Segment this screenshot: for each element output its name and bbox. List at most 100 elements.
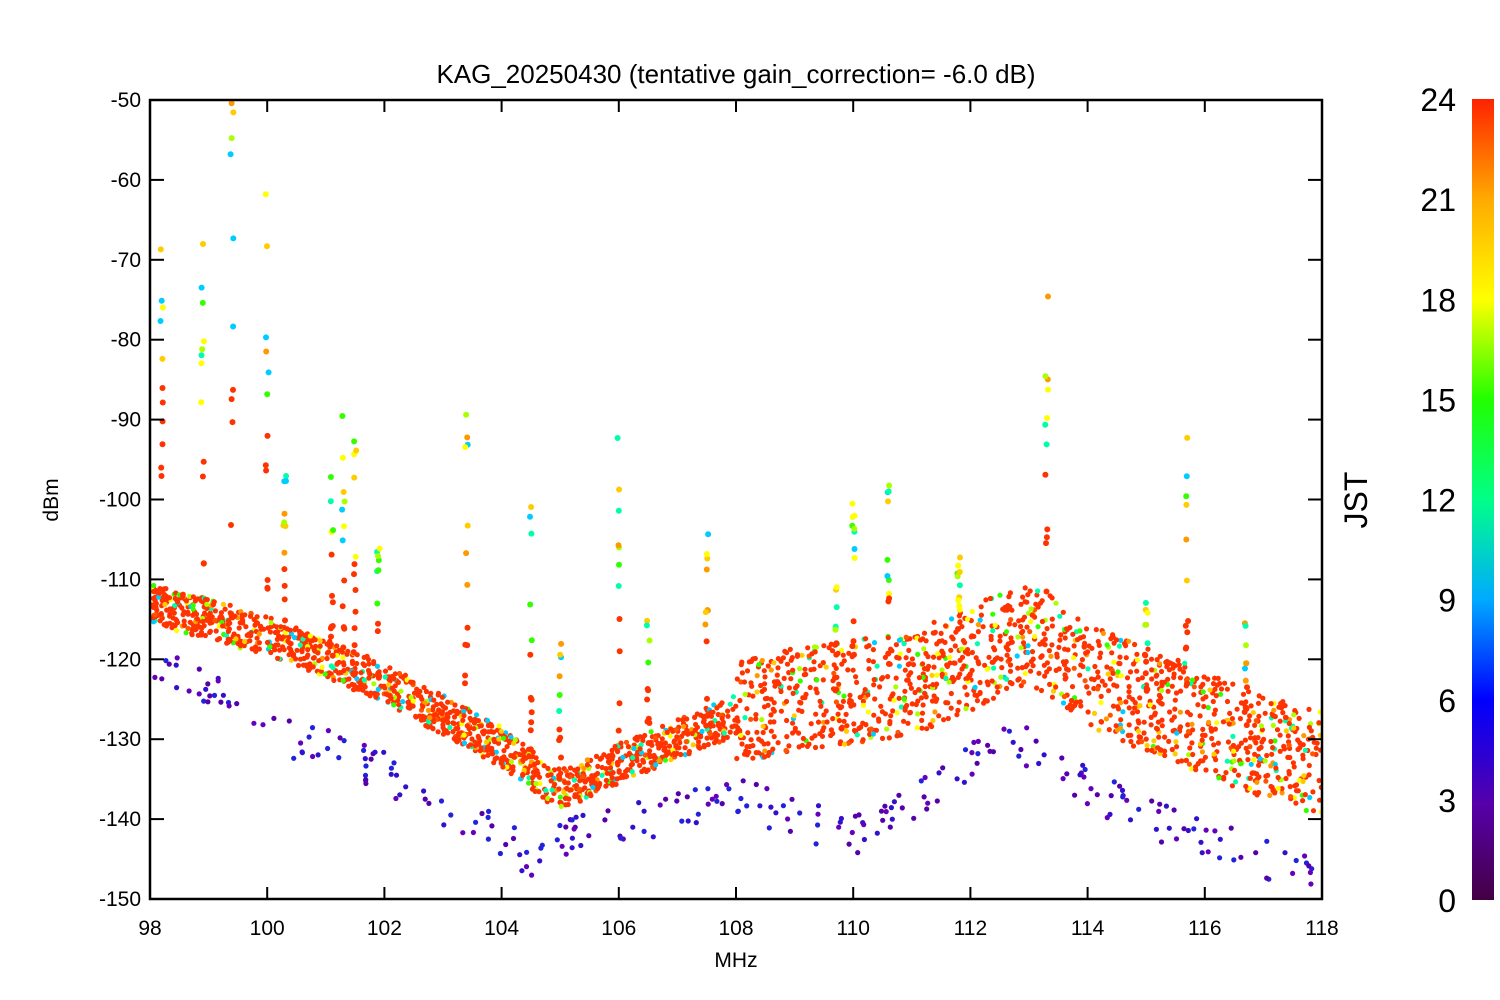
data-point bbox=[1247, 775, 1253, 781]
data-point bbox=[258, 623, 264, 629]
data-point bbox=[279, 636, 285, 642]
data-point bbox=[382, 674, 388, 680]
data-point bbox=[1144, 747, 1150, 753]
data-point bbox=[479, 810, 485, 817]
data-point bbox=[351, 561, 358, 568]
data-point bbox=[610, 770, 616, 776]
data-point bbox=[1154, 680, 1160, 687]
data-point bbox=[1189, 740, 1195, 746]
data-point bbox=[217, 615, 223, 621]
data-point bbox=[325, 649, 332, 655]
data-point bbox=[914, 725, 920, 731]
data-point bbox=[330, 665, 336, 671]
data-point bbox=[439, 694, 445, 700]
data-point bbox=[893, 642, 900, 648]
data-point bbox=[563, 824, 569, 830]
data-point bbox=[1119, 787, 1126, 794]
data-point bbox=[1177, 725, 1183, 731]
data-point bbox=[1141, 651, 1148, 658]
data-point bbox=[616, 561, 622, 568]
data-point bbox=[1045, 293, 1051, 300]
data-point bbox=[1028, 619, 1034, 625]
data-point bbox=[973, 655, 979, 661]
data-point bbox=[790, 720, 796, 726]
data-point bbox=[783, 747, 789, 754]
data-point bbox=[461, 708, 467, 715]
data-point bbox=[1085, 649, 1091, 655]
data-point bbox=[1256, 713, 1262, 719]
data-point bbox=[690, 742, 696, 748]
data-point bbox=[931, 693, 937, 699]
data-point bbox=[305, 647, 311, 653]
data-point bbox=[1126, 638, 1132, 644]
data-point bbox=[960, 638, 967, 644]
data-point bbox=[1024, 662, 1030, 668]
data-point bbox=[884, 573, 891, 579]
data-point bbox=[512, 737, 518, 743]
data-point bbox=[1254, 779, 1260, 785]
data-point bbox=[1286, 771, 1292, 777]
data-point bbox=[159, 355, 166, 362]
data-point bbox=[283, 473, 290, 479]
data-point bbox=[851, 546, 858, 552]
data-point bbox=[689, 730, 695, 737]
data-point bbox=[327, 625, 334, 632]
data-point bbox=[358, 670, 364, 676]
data-point bbox=[863, 636, 869, 642]
data-point bbox=[696, 744, 702, 750]
data-point bbox=[1049, 642, 1055, 648]
data-point bbox=[851, 525, 858, 532]
data-point bbox=[638, 742, 644, 748]
data-point bbox=[1157, 801, 1163, 807]
data-point bbox=[274, 636, 280, 643]
data-point bbox=[1286, 720, 1292, 727]
data-point bbox=[461, 713, 467, 719]
data-point bbox=[962, 649, 969, 655]
data-point bbox=[201, 698, 207, 704]
data-point bbox=[836, 681, 842, 687]
data-point bbox=[1282, 714, 1289, 721]
data-point bbox=[1176, 662, 1182, 668]
data-point bbox=[445, 714, 451, 720]
data-point bbox=[230, 109, 237, 116]
data-point bbox=[353, 447, 360, 454]
data-point bbox=[696, 739, 702, 745]
data-point bbox=[678, 751, 684, 758]
data-point bbox=[585, 776, 592, 782]
data-point bbox=[852, 813, 859, 819]
data-point bbox=[508, 734, 514, 740]
data-point bbox=[1274, 727, 1281, 733]
data-point bbox=[942, 639, 948, 646]
data-point bbox=[778, 688, 784, 695]
data-point bbox=[1185, 728, 1191, 735]
data-point bbox=[339, 506, 346, 513]
data-point bbox=[603, 766, 609, 772]
data-point bbox=[1255, 700, 1262, 706]
data-point bbox=[1022, 599, 1028, 605]
data-point bbox=[526, 780, 532, 786]
data-point bbox=[854, 679, 860, 686]
data-point bbox=[1224, 686, 1230, 692]
data-point bbox=[1252, 722, 1258, 728]
data-point bbox=[1205, 849, 1211, 855]
data-point bbox=[204, 617, 210, 623]
data-point bbox=[836, 718, 843, 724]
data-point bbox=[1169, 717, 1175, 723]
data-point bbox=[1199, 737, 1205, 743]
data-point bbox=[860, 720, 866, 726]
data-point bbox=[311, 655, 317, 661]
data-point bbox=[1095, 674, 1101, 680]
data-point bbox=[375, 567, 382, 574]
data-point bbox=[646, 637, 653, 644]
data-point bbox=[885, 598, 892, 605]
data-point bbox=[541, 763, 547, 769]
data-point bbox=[739, 659, 745, 665]
data-point bbox=[1290, 870, 1296, 877]
data-point bbox=[1041, 752, 1047, 758]
data-point bbox=[1172, 697, 1178, 703]
data-point bbox=[425, 707, 431, 714]
data-point bbox=[1229, 716, 1235, 722]
data-point bbox=[720, 737, 726, 743]
data-point bbox=[403, 784, 409, 790]
data-point bbox=[1144, 609, 1151, 616]
